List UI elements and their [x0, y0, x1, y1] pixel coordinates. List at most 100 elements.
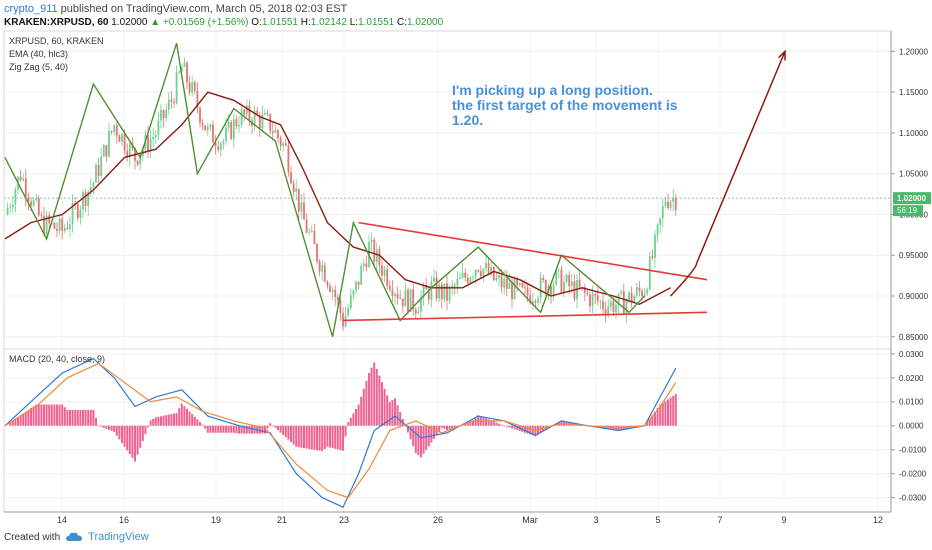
macd-histogram-bar — [175, 413, 178, 426]
macd-histogram-bar — [63, 407, 66, 426]
macd-histogram-bar — [347, 422, 350, 426]
candle-body — [24, 178, 27, 197]
macd-histogram-bar — [131, 425, 134, 458]
candle-body — [381, 265, 383, 276]
candle-body — [235, 119, 238, 127]
time-tick-label: 3 — [593, 515, 598, 525]
macd-histogram-bar — [508, 425, 511, 428]
macd-histogram-bar — [17, 416, 19, 426]
candle-body — [511, 282, 513, 300]
candle-body — [331, 289, 334, 292]
candle-body — [37, 198, 40, 216]
candle-body — [352, 290, 355, 296]
macd-histogram-bar — [48, 404, 51, 426]
macd-histogram-bar — [305, 425, 308, 449]
candle-body — [503, 278, 506, 288]
candle-body — [303, 202, 305, 220]
countdown-tag-text: 56:19 — [897, 206, 918, 215]
macd-histogram-bar — [495, 422, 498, 426]
macd-histogram-bar — [141, 425, 144, 441]
macd-histogram-bar — [531, 425, 534, 436]
author-link[interactable]: crypto_911 — [4, 3, 58, 15]
macd-histogram-bar — [27, 409, 30, 426]
macd-histogram-bar — [326, 425, 329, 447]
macd-histogram-bar — [139, 425, 142, 448]
candle-body — [9, 207, 12, 208]
macd-histogram-bar — [339, 425, 342, 451]
time-tick-label: Mar — [522, 515, 538, 525]
candle-body — [495, 277, 498, 281]
macd-histogram-bar — [342, 425, 344, 451]
macd-histogram-bar — [453, 425, 456, 428]
macd-histogram-bar — [433, 425, 435, 439]
candle-body — [110, 130, 113, 133]
candle-body — [201, 122, 204, 126]
candle-body — [609, 301, 612, 307]
macd-histogram-bar — [329, 425, 331, 448]
zigzag-line — [4, 42, 646, 337]
candle-body — [630, 292, 633, 303]
macd-tick-label: -0.0300 — [899, 494, 927, 503]
macd-histogram-bar — [500, 424, 503, 426]
macd-histogram-bar — [664, 401, 667, 426]
candle-body — [100, 156, 103, 177]
macd-tick-label: 0.0100 — [899, 398, 924, 407]
macd-histogram-bar — [661, 402, 664, 426]
macd-histogram-bar — [22, 413, 25, 426]
candle-body — [557, 269, 560, 271]
candle-body — [66, 227, 69, 230]
candle-body — [656, 224, 659, 236]
macd-label[interactable]: MACD (20, 40, close, 9) — [9, 354, 106, 364]
macd-histogram-bar — [284, 425, 287, 438]
macd-histogram-bar — [373, 362, 376, 426]
candle-body — [448, 286, 451, 301]
candle-body — [243, 109, 246, 115]
open-label: O: — [251, 17, 262, 28]
price-tick-label: 1.15000 — [899, 88, 928, 97]
target-arrow-line — [670, 51, 786, 297]
macd-tick-label: -0.0200 — [899, 470, 927, 479]
candle-body — [537, 298, 539, 303]
macd-histogram-bar — [303, 425, 305, 449]
ema-label[interactable]: EMA (40, hlc3) — [9, 49, 69, 59]
candle-body — [440, 284, 443, 300]
macd-histogram-bar — [217, 425, 220, 433]
macd-histogram-bar — [147, 425, 149, 428]
macd-histogram-bar — [492, 421, 495, 426]
candle-body — [355, 281, 357, 291]
macd-histogram-bar — [134, 425, 136, 462]
candle-body — [531, 300, 534, 304]
tradingview-brand[interactable]: TradingView — [88, 531, 149, 543]
macd-histogram-bar — [412, 425, 415, 447]
macd-histogram-bar — [277, 425, 279, 431]
candle-body — [165, 109, 168, 119]
candle-body — [326, 281, 329, 286]
macd-histogram-bar — [89, 409, 92, 426]
candle-body — [321, 265, 324, 272]
candle-body — [56, 228, 58, 231]
candle-body — [490, 266, 493, 275]
macd-histogram-bar — [219, 425, 222, 433]
candle-body — [323, 265, 326, 282]
candle-body — [568, 274, 571, 287]
candle-body — [461, 272, 464, 278]
candle-body — [485, 263, 487, 269]
price-tick-label: 0.85000 — [899, 333, 928, 342]
macd-histogram-bar — [292, 425, 295, 445]
macd-tick-label: 0.0000 — [899, 422, 924, 431]
candle-body — [30, 201, 32, 206]
candle-body — [248, 105, 251, 121]
macd-histogram-bar — [204, 425, 207, 429]
candle-body — [422, 285, 425, 298]
candle-body — [518, 283, 521, 285]
macd-histogram-bar — [466, 423, 469, 426]
macd-histogram-bar — [651, 415, 654, 426]
candle-body — [430, 281, 433, 300]
time-tick-label: 19 — [211, 515, 221, 525]
candle-body — [245, 105, 248, 115]
candle-body — [638, 287, 641, 291]
zigzag-label[interactable]: Zig Zag (5, 40) — [9, 62, 69, 72]
candle-body — [386, 269, 389, 286]
macd-histogram-bar — [173, 413, 175, 426]
